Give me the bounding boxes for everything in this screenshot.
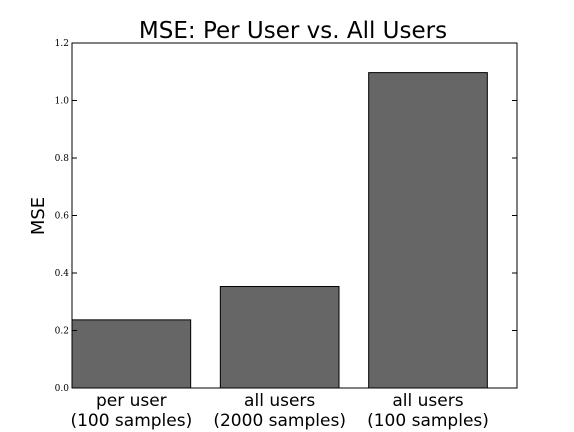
y-axis: 0.0 0.2 0.4 0.6 0.8 1.0 1.2: [55, 39, 517, 394]
x-tick-label: all users: [244, 391, 315, 411]
y-tick-label: 0.4: [55, 269, 70, 279]
bar-3: [368, 72, 488, 389]
x-tick-label: (100 samples): [70, 411, 192, 431]
y-tick-label: 0.2: [55, 327, 69, 337]
x-axis: per user(100 samples)all users(2000 samp…: [70, 391, 488, 431]
y-tick-label: 1.0: [55, 97, 70, 107]
y-tick-label: 0.8: [55, 154, 70, 164]
bars-group: [71, 72, 488, 389]
chart-title: MSE: Per User vs. All Users: [139, 18, 447, 44]
bar-2: [219, 286, 340, 389]
x-tick-label: (2000 samples): [213, 411, 346, 431]
x-tick-label: per user: [96, 391, 167, 411]
y-tick-label: 0.6: [55, 212, 70, 222]
x-tick-label: (100 samples): [367, 411, 489, 431]
x-tick-label: all users: [392, 391, 463, 411]
y-tick-label: 0.0: [55, 384, 70, 394]
y-axis-label: MSE: [28, 197, 49, 235]
y-tick-label: 1.2: [55, 39, 69, 49]
plot-frame: [71, 42, 518, 389]
bar-1: [71, 319, 192, 389]
